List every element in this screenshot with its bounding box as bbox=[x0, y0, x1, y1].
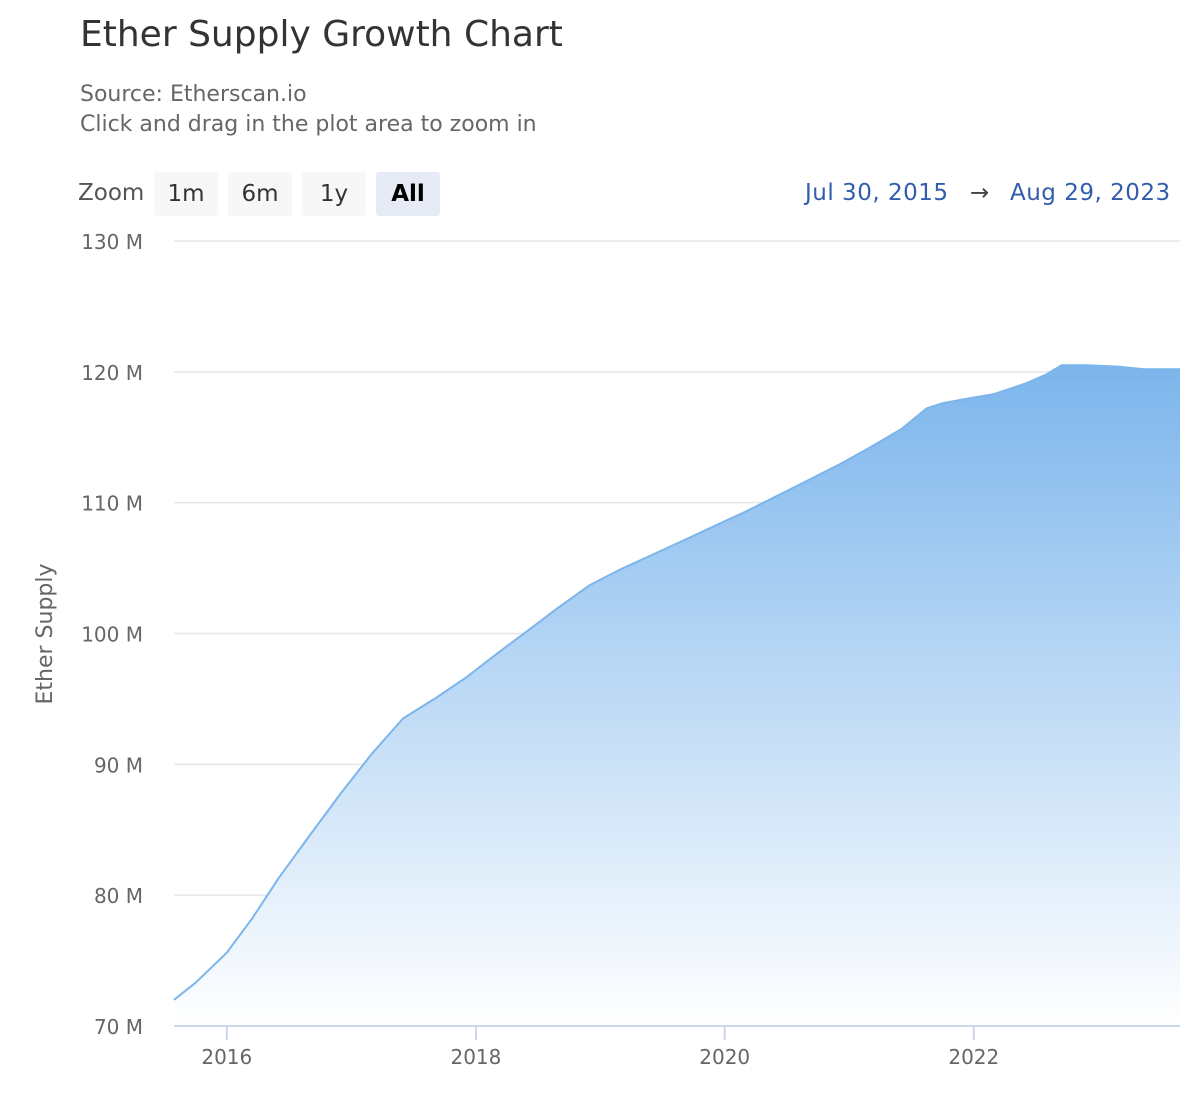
zoom-label: Zoom bbox=[78, 180, 145, 206]
zoom-6m-button[interactable]: 6m bbox=[228, 172, 292, 216]
range-from-date[interactable]: Jul 30, 2015 bbox=[805, 180, 949, 206]
chart-subtitle-hint: Click and drag in the plot area to zoom … bbox=[80, 112, 537, 137]
y-tick-label: 120 M bbox=[81, 361, 143, 385]
range-to-date[interactable]: Aug 29, 2023 bbox=[1010, 180, 1171, 206]
zoom-1m-button[interactable]: 1m bbox=[154, 172, 218, 216]
y-axis-title: Ether Supply bbox=[33, 563, 58, 704]
axes: 70 M 80 M 90 M 100 M 110 M 120 M 130 M 2016 2018… bbox=[81, 230, 1180, 1069]
x-tick-label: 2016 bbox=[201, 1045, 252, 1069]
zoom-1y-button[interactable]: 1y bbox=[302, 172, 366, 216]
x-tick-label: 2020 bbox=[699, 1045, 750, 1069]
x-tick-label: 2018 bbox=[450, 1045, 501, 1069]
y-tick-label: 110 M bbox=[81, 492, 143, 516]
y-tick-label: 70 M bbox=[94, 1015, 143, 1039]
y-tick-label: 130 M bbox=[81, 230, 143, 254]
x-tick-label: 2022 bbox=[948, 1045, 999, 1069]
y-tick-label: 100 M bbox=[81, 623, 143, 647]
series-area-fill[interactable] bbox=[174, 365, 1180, 1026]
y-tick-label: 90 M bbox=[94, 753, 143, 777]
zoom-all-button[interactable]: All bbox=[376, 172, 440, 216]
y-tick-label: 80 M bbox=[94, 884, 143, 908]
chart-title: Ether Supply Growth Chart bbox=[80, 14, 563, 55]
series-line[interactable] bbox=[173, 364, 1180, 1001]
range-arrow-icon: → bbox=[970, 180, 990, 206]
series-area[interactable] bbox=[173, 364, 1180, 1026]
chart-subtitle-source: Source: Etherscan.io bbox=[80, 82, 307, 107]
